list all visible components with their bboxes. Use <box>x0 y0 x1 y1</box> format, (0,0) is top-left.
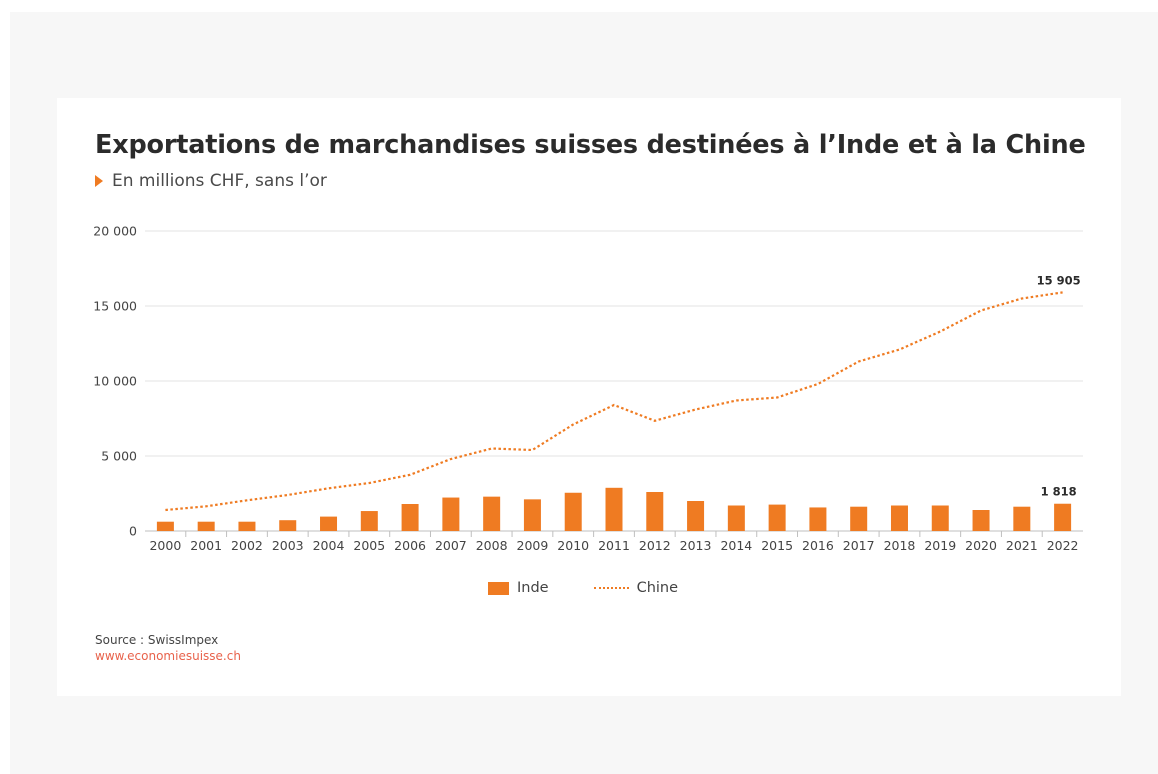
x-tick-label: 2019 <box>924 538 956 553</box>
x-tick-label: 2001 <box>190 538 222 553</box>
bar-inde-2013 <box>687 501 705 531</box>
legend-swatch-inde <box>488 581 509 595</box>
chart-title: Exportations de marchandises suisses des… <box>95 130 1086 160</box>
bar-inde-2016 <box>809 507 827 531</box>
grid-lines <box>145 230 1083 532</box>
bar-inde-2015 <box>768 504 786 531</box>
line-series-chine <box>165 291 1063 512</box>
triangle-right-icon <box>95 175 103 187</box>
x-tick-label: 2004 <box>313 538 345 553</box>
x-tick-label: 2014 <box>720 538 752 553</box>
legend-label-chine: Chine <box>636 580 679 596</box>
bar-inde-2008 <box>483 496 501 531</box>
y-tick-label: 10 000 <box>93 374 137 389</box>
source-block: Source : SwissImpex www.economiesuisse.c… <box>95 632 241 664</box>
bar-inde-2020 <box>972 510 990 531</box>
x-tick-label: 2009 <box>517 538 549 553</box>
x-tick-label: 2002 <box>231 538 263 553</box>
x-tick-label: 2017 <box>843 538 875 553</box>
x-tick-label: 2011 <box>598 538 630 553</box>
bar-inde-2003 <box>279 520 297 531</box>
bar-inde-2004 <box>320 516 338 531</box>
bar-inde-2017 <box>850 506 868 531</box>
y-tick-label: 20 000 <box>93 224 137 239</box>
x-tick-label: 2012 <box>639 538 671 553</box>
value-labels: 15 905 1 818 <box>1037 273 1081 498</box>
x-tick-label: 2005 <box>353 538 385 553</box>
bar-inde-2006 <box>401 504 419 531</box>
bar-inde-2010 <box>564 492 582 531</box>
bar-inde-2005 <box>360 511 378 531</box>
bar-inde-2007 <box>442 497 460 531</box>
bar-inde-2021 <box>1013 506 1031 531</box>
value-label-chine: 15 905 <box>1037 273 1081 287</box>
bar-inde-2009 <box>523 499 541 531</box>
y-tick-label: 15 000 <box>93 299 137 314</box>
bar-inde-2022 <box>1054 503 1072 531</box>
x-tick-label: 2010 <box>557 538 589 553</box>
x-tick-label: 2008 <box>476 538 508 553</box>
y-tick-label: 5 000 <box>101 449 137 464</box>
x-tick-label: 2021 <box>1006 538 1038 553</box>
bar-inde-2018 <box>890 505 908 531</box>
x-tick-label: 2015 <box>761 538 793 553</box>
website-link[interactable]: www.economiesuisse.ch <box>95 649 241 663</box>
legend-label-inde: Inde <box>517 580 549 596</box>
line-chine <box>165 291 1063 512</box>
bar-inde-2014 <box>727 505 745 531</box>
x-tick-label: 2006 <box>394 538 426 553</box>
bar-inde-2012 <box>646 492 664 531</box>
bar-inde-2002 <box>238 521 256 531</box>
legend-swatch-chine <box>593 587 629 589</box>
x-tick-label: 2020 <box>965 538 997 553</box>
y-tick-label: 0 <box>129 524 137 539</box>
y-axis-ticks: 0 5 000 10 000 15 000 20 000 <box>93 224 137 539</box>
x-tick-label: 2007 <box>435 538 467 553</box>
value-label-inde: 1 818 <box>1041 485 1077 499</box>
chart-card <box>57 98 1121 696</box>
x-tick-label: 2016 <box>802 538 834 553</box>
x-tick-label: 2003 <box>272 538 304 553</box>
x-tick-label: 2013 <box>680 538 712 553</box>
x-tick-label: 2018 <box>884 538 916 553</box>
x-tick-label: 2000 <box>149 538 181 553</box>
bar-series-inde <box>156 487 1072 531</box>
bar-inde-2011 <box>605 487 623 531</box>
subtitle-text: En millions CHF, sans l’or <box>112 171 327 191</box>
x-axis-ticks: 2000 2001 2002 2003 2004 2005 2006 2007 2008 2009… <box>149 531 1079 553</box>
source-text: Source : SwissImpex <box>95 633 219 647</box>
bar-inde-2001 <box>197 521 215 531</box>
chart-subtitle: En millions CHF, sans l’or <box>95 171 327 191</box>
bar-inde-2000 <box>156 521 174 531</box>
x-tick-label: 2022 <box>1047 538 1079 553</box>
legend: Inde Chine <box>488 580 678 596</box>
bar-inde-2019 <box>931 505 949 531</box>
